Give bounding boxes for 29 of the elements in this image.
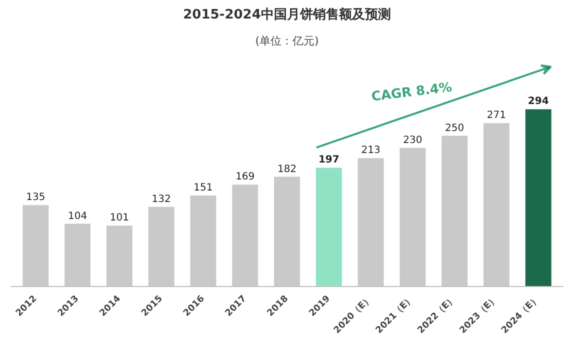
data-label: 169 (236, 172, 255, 183)
data-label: 182 (277, 164, 297, 175)
data-label: 104 (68, 210, 88, 222)
data-label: 213 (361, 145, 380, 156)
bar (64, 224, 91, 286)
bar (442, 136, 468, 286)
bar (106, 226, 132, 286)
data-label: 151 (194, 182, 213, 194)
chart-title: 2015-2024中国月饼销售额及预测 (183, 6, 391, 22)
data-label: 294 (528, 96, 549, 108)
data-label: 271 (486, 110, 506, 122)
bar (483, 123, 510, 286)
chart-subtitle: (单位：亿元) (255, 34, 319, 48)
data-label: 135 (26, 192, 46, 204)
data-label: 230 (403, 134, 422, 146)
bar (274, 176, 300, 286)
bar (190, 195, 216, 286)
bar (400, 148, 426, 286)
bar (316, 168, 342, 286)
text: CAGR 8.4% (370, 80, 453, 105)
data-label: 101 (110, 212, 129, 224)
data-label: 197 (318, 154, 340, 166)
bar (525, 109, 552, 286)
bar (232, 184, 258, 286)
data-label: 250 (445, 122, 464, 134)
bar (358, 158, 384, 286)
data-label: 132 (152, 194, 171, 205)
bar (22, 205, 49, 286)
bar (148, 206, 174, 286)
